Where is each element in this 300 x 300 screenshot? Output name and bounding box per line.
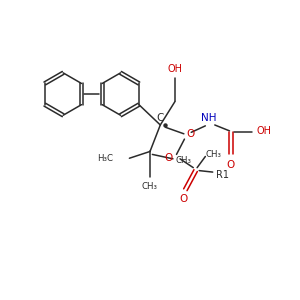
Text: R1: R1 [216,170,229,180]
Text: NH: NH [201,113,217,124]
Text: O: O [227,160,235,170]
Text: CH₃: CH₃ [175,156,191,165]
Text: CH₃: CH₃ [142,182,158,191]
Text: H₃C: H₃C [97,154,113,163]
Text: CH₃: CH₃ [206,150,222,159]
Text: O: O [165,153,173,163]
Text: O: O [186,129,194,140]
Text: OH: OH [167,64,182,74]
Text: OH: OH [256,126,271,136]
Text: C: C [156,113,164,123]
Text: O: O [180,194,188,204]
